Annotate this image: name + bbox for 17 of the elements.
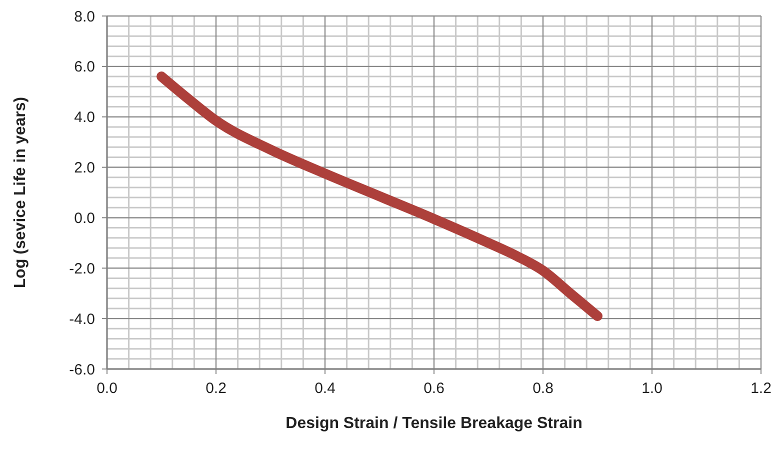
x-tick-label: 1.0 bbox=[642, 380, 662, 397]
x-tick-label: 1.2 bbox=[750, 380, 772, 397]
y-tick-label: 0.0 bbox=[74, 210, 95, 227]
y-tick-label: 8.0 bbox=[74, 8, 95, 26]
y-tick-label: 6.0 bbox=[74, 58, 95, 76]
x-tick-label: 0.8 bbox=[532, 380, 554, 397]
y-axis-title: Log (sevice Life in years) bbox=[12, 96, 29, 288]
x-tick-label: 0.6 bbox=[424, 380, 444, 397]
x-tick-label: 0.2 bbox=[206, 380, 226, 397]
x-tick-label: 0.4 bbox=[314, 380, 336, 397]
y-tick-label: -4.0 bbox=[69, 310, 95, 328]
y-tick-label: 2.0 bbox=[74, 160, 95, 177]
x-tick-label: 0.0 bbox=[96, 380, 118, 397]
y-tick-label: 4.0 bbox=[74, 109, 95, 126]
x-axis-title: Design Strain / Tensile Breakage Strain bbox=[286, 415, 582, 432]
y-tick-label: -2.0 bbox=[69, 260, 95, 278]
y-tick-label: -6.0 bbox=[69, 361, 95, 378]
